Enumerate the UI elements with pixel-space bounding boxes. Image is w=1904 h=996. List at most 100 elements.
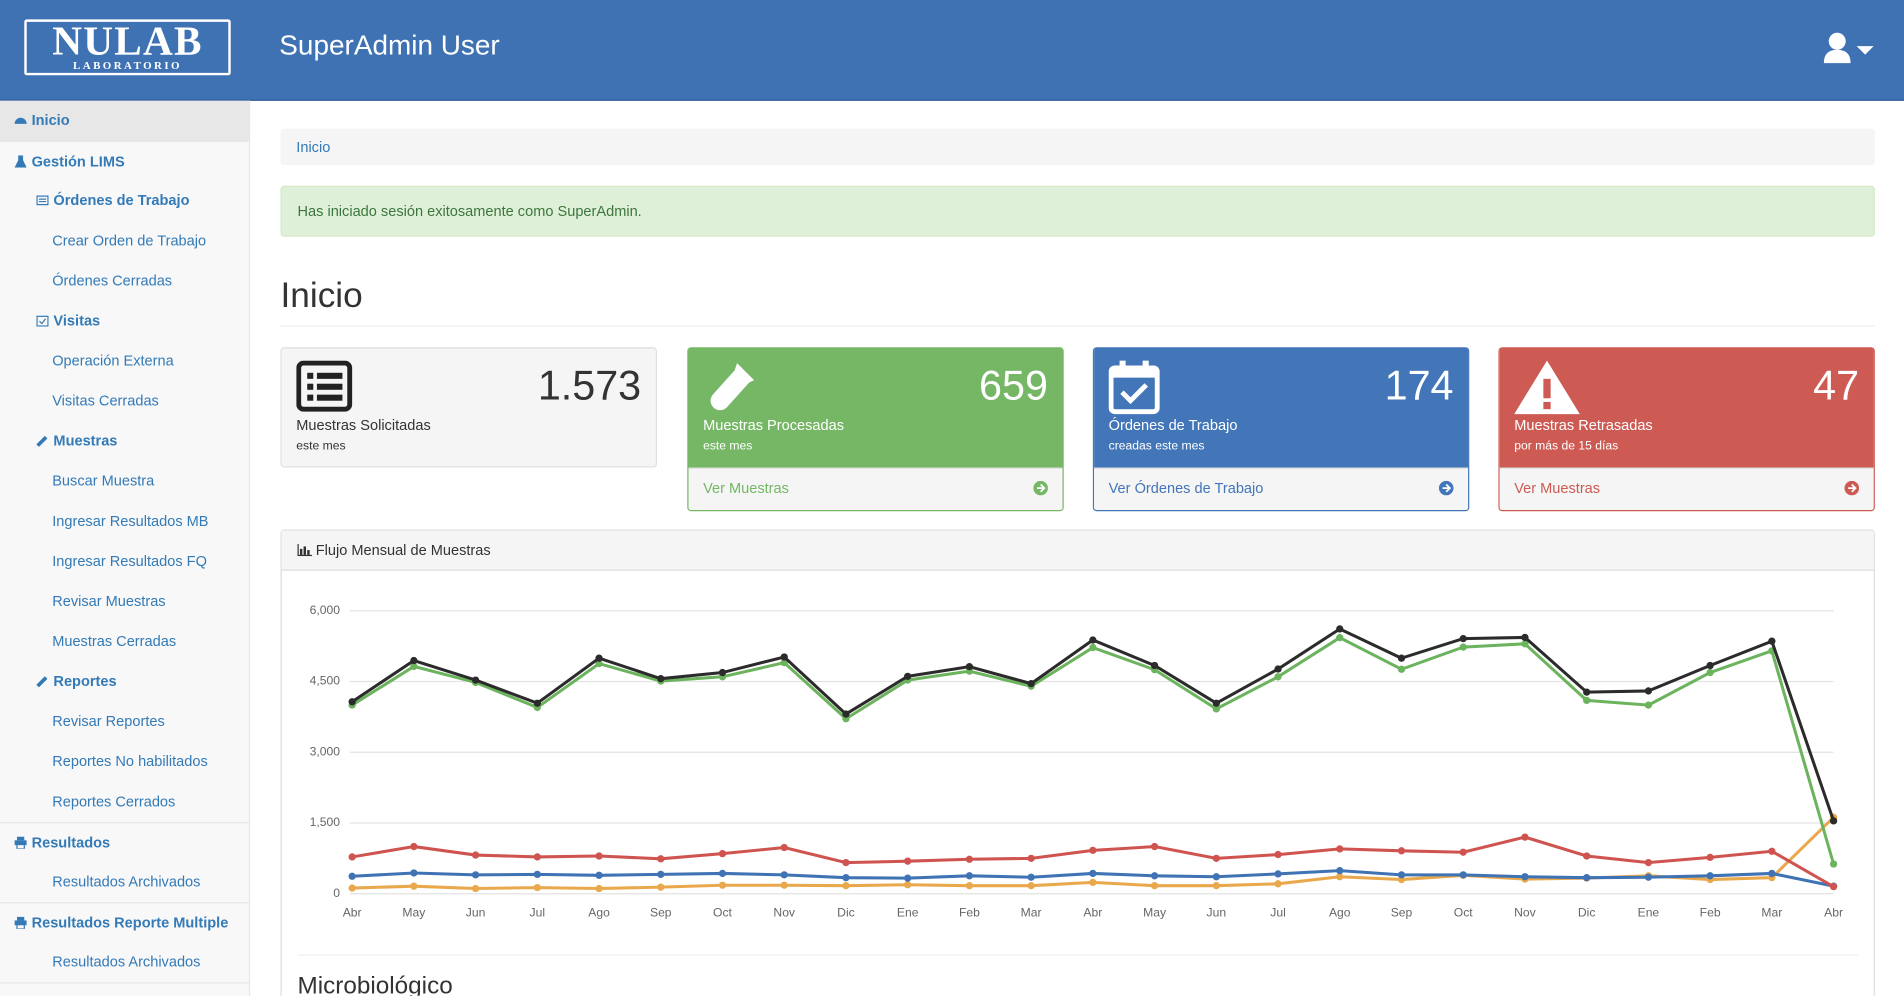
x-tick-label: Sep [650,905,672,919]
data-point [1768,869,1776,878]
nav-item[interactable]: Operación Externa [0,341,249,381]
data-point [1644,873,1653,881]
y-tick-label: 0 [333,886,340,900]
nav-label: Revisar Reportes [52,712,165,730]
x-tick-label: Abr [1824,905,1843,919]
data-point [780,843,788,852]
data-point [1212,854,1220,862]
data-point [1212,873,1220,881]
data-point [1706,872,1714,880]
card-sub: por más de 15 días [1514,439,1619,453]
data-point [718,869,727,878]
card-icon [1108,360,1160,415]
nav-item[interactable]: Muestras Cerradas [0,622,249,662]
data-point [718,881,727,889]
card-icon [1514,360,1580,415]
data-point [1336,873,1344,881]
nav-item[interactable]: Resultados Archivados [0,862,249,902]
card-sub: este mes [703,439,753,453]
data-point [533,870,541,879]
card-value: 659 [979,363,1048,410]
nav-item[interactable]: Gestión LIMS [0,140,249,181]
x-tick-label: May [1143,905,1167,919]
data-point [471,851,480,859]
data-point [965,663,974,671]
x-tick-label: Mar [1021,905,1042,919]
data-point [1583,688,1591,696]
nav-label: Reportes Cerrados [52,792,176,810]
success-alert: Has iniciado sesión exitosamente como Su… [280,185,1875,237]
nav-item[interactable]: Visitas [0,301,249,341]
nav-item[interactable]: Buscar Muestra [0,461,249,501]
data-point [1274,850,1282,859]
nav-item[interactable]: Revisar Reportes [0,702,249,742]
card-icon [296,360,353,412]
data-point [533,853,541,861]
x-tick-label: May [402,905,426,919]
nav-item[interactable]: Órdenes de Trabajo [0,181,249,221]
stat-card: 47 Muestras Retrasadas por más de 15 día… [1498,347,1875,512]
card-link[interactable]: Ver Muestras [1499,467,1874,511]
card-link[interactable]: Ver Muestras [688,467,1063,511]
nav-item[interactable]: Reportes No habilitados [0,742,249,782]
data-point [533,699,541,707]
data-point [657,883,665,891]
nav-label: Revisar Muestras [52,592,166,610]
data-point [1274,880,1282,888]
x-tick-label: Ene [1638,905,1660,919]
data-point [780,881,788,889]
nav-item[interactable]: Visitas Cerradas [0,381,249,421]
nav-item[interactable]: Muestras [0,421,249,461]
panel-title: Flujo Mensual de Muestras [315,541,491,559]
nav-item[interactable]: Resultados Archivados [0,942,249,982]
nav-label: Operación Externa [52,352,174,370]
x-tick-label: Mar [1761,905,1782,919]
nav-item[interactable]: Reportes Cerrados [0,782,249,822]
nav-item[interactable]: Ingresar Resultados MB [0,502,249,542]
data-point [1212,882,1220,890]
data-point [1274,665,1282,673]
data-point [1089,869,1097,878]
x-tick-label: Feb [1700,905,1721,919]
nav-label: Resultados Archivados [52,953,201,971]
nav-item[interactable]: Inicio [0,100,249,141]
nav-item[interactable]: Ingresar Resultados FQ [0,542,249,582]
data-point [780,653,788,661]
nav-label: Inicio [31,111,70,129]
data-point [1706,668,1714,677]
x-tick-label: Abr [1083,905,1102,919]
data-point [348,853,356,861]
nav-item[interactable]: Reportes [0,662,249,702]
card-value: 47 [1813,363,1860,410]
logo[interactable]: NULAB LABORATORIO [24,19,231,76]
nav-item[interactable]: Revisar Muestras [0,582,249,622]
data-point [595,884,603,893]
y-tick-label: 6,000 [310,603,341,617]
data-point [842,882,850,890]
y-tick-label: 4,500 [310,674,341,688]
x-tick-label: Oct [713,905,732,919]
card-link[interactable]: Ver Órdenes de Trabajo [1094,467,1469,511]
nav-item[interactable]: Resultados Reporte Multiple [0,902,249,942]
data-point [842,710,850,718]
nav-label: Órdenes de Trabajo [53,191,190,209]
nav-label: Resultados Archivados [52,873,201,891]
logo-subtext: LABORATORIO [73,59,182,72]
data-point [1027,679,1035,688]
nav-item[interactable]: Resultados [0,822,249,862]
breadcrumb[interactable]: Inicio [280,128,1875,166]
user-menu[interactable] [1821,32,1877,66]
data-point [1521,873,1529,881]
data-point [904,672,912,680]
nav-item[interactable]: Órdenes Cerradas [0,261,249,301]
x-tick-label: Sep [1391,905,1413,919]
data-point [1459,871,1467,879]
data-point [1583,696,1591,705]
logo-text: NULAB [52,19,203,65]
data-point [1521,640,1529,648]
data-point [595,654,603,662]
nav-label: Órdenes Cerradas [52,272,173,290]
x-tick-label: Oct [1454,905,1473,919]
nav-item[interactable]: Crear Orden de Trabajo [0,221,249,261]
